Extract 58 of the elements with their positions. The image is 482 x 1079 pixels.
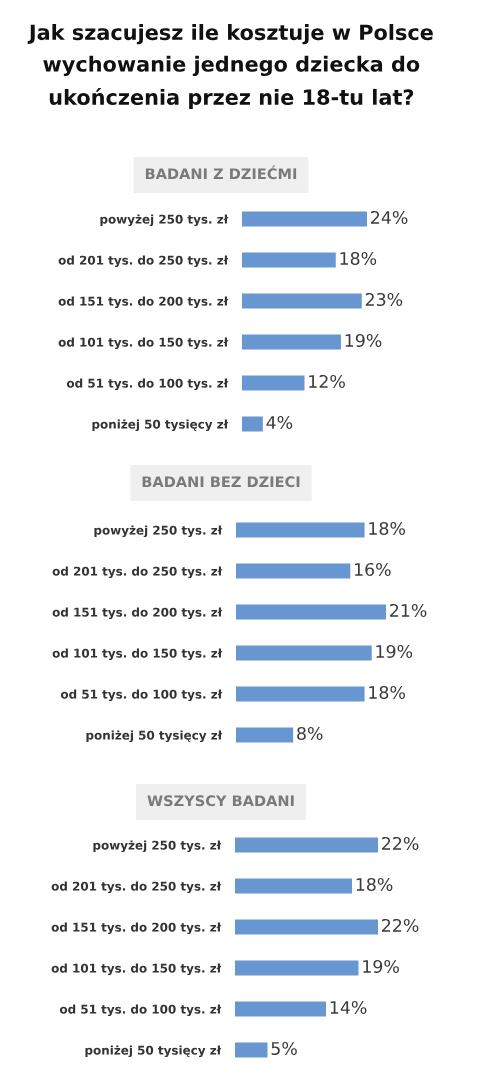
bar [235, 878, 352, 894]
data-label: 22% [382, 918, 419, 933]
y-tick-label: powyżej 250 tys. zł [100, 214, 229, 227]
y-tick-label: od 151 tys. do 200 tys. zł [51, 922, 222, 935]
bar [236, 727, 294, 743]
y-tick-label: od 51 tys. do 100 tys. zł [60, 689, 223, 702]
bar [242, 416, 263, 432]
chart-title: Jak szacujesz ile kosztuje w Polsce wychowanie jednego dziecka do ukończenia przez nie 18-tu lat? [27, 24, 433, 110]
data-label: 22% [382, 836, 419, 851]
bar [235, 919, 378, 935]
y-tick-label: od 51 tys. do 100 tys. zł [59, 1004, 222, 1017]
data-label: 14% [330, 1000, 367, 1015]
bar [235, 1042, 268, 1058]
chart-subtitle: BADANI Z DZIEĆMI [145, 165, 297, 180]
data-label: 19% [345, 333, 382, 348]
y-tick-label: od 101 tys. do 150 tys. zł [52, 648, 223, 661]
y-tick-label: poniżej 50 tysięcy zł [86, 730, 223, 743]
y-tick-label: poniżej 50 tysięcy zł [92, 419, 229, 432]
data-label: 21% [390, 603, 427, 618]
bar [236, 686, 365, 702]
y-tick-label: poniżej 50 tysięcy zł [85, 1045, 222, 1058]
y-tick-label: powyżej 250 tys. zł [94, 525, 223, 538]
data-label: 18% [369, 685, 405, 700]
data-label: 19% [376, 644, 413, 659]
data-label: 18% [340, 251, 377, 266]
data-label: 16% [354, 562, 391, 577]
data-label: 12% [309, 374, 345, 389]
y-tick-label: od 201 tys. do 250 tys. zł [58, 255, 229, 268]
y-tick-label: od 201 tys. do 250 tys. zł [52, 566, 223, 579]
chart-subtitle: WSZYSCY BADANI [147, 795, 294, 807]
y-tick-label: powyżej 250 tys. zł [93, 840, 222, 853]
bar [235, 960, 359, 976]
data-label: 24% [371, 210, 408, 225]
bar [236, 604, 386, 620]
bar [236, 563, 351, 579]
data-label: 23% [365, 292, 403, 307]
bar [236, 522, 365, 538]
data-label: 8% [297, 726, 323, 741]
data-label: 18% [369, 521, 405, 536]
y-tick-label: od 151 tys. do 200 tys. zł [52, 607, 223, 620]
bar [235, 837, 378, 853]
y-tick-label: od 51 tys. do 100 tys. zł [66, 378, 229, 391]
bar [242, 293, 362, 309]
data-label: 18% [356, 877, 393, 892]
data-label: 19% [363, 959, 399, 974]
bar [242, 375, 305, 391]
y-tick-label: od 101 tys. do 150 tys. zł [51, 963, 222, 976]
bar [242, 252, 336, 268]
y-tick-label: od 151 tys. do 200 tys. zł [58, 296, 229, 309]
data-label: 5% [271, 1041, 297, 1056]
bar [236, 645, 372, 661]
y-tick-label: od 101 tys. do 150 tys. zł [58, 337, 229, 350]
bar [242, 211, 367, 227]
data-label: 4% [266, 415, 293, 430]
bar [242, 334, 341, 350]
chart-subtitle: BADANI BEZ DZIECI [142, 476, 300, 488]
bar [235, 1001, 326, 1017]
y-tick-label: od 201 tys. do 250 tys. zł [51, 881, 222, 894]
